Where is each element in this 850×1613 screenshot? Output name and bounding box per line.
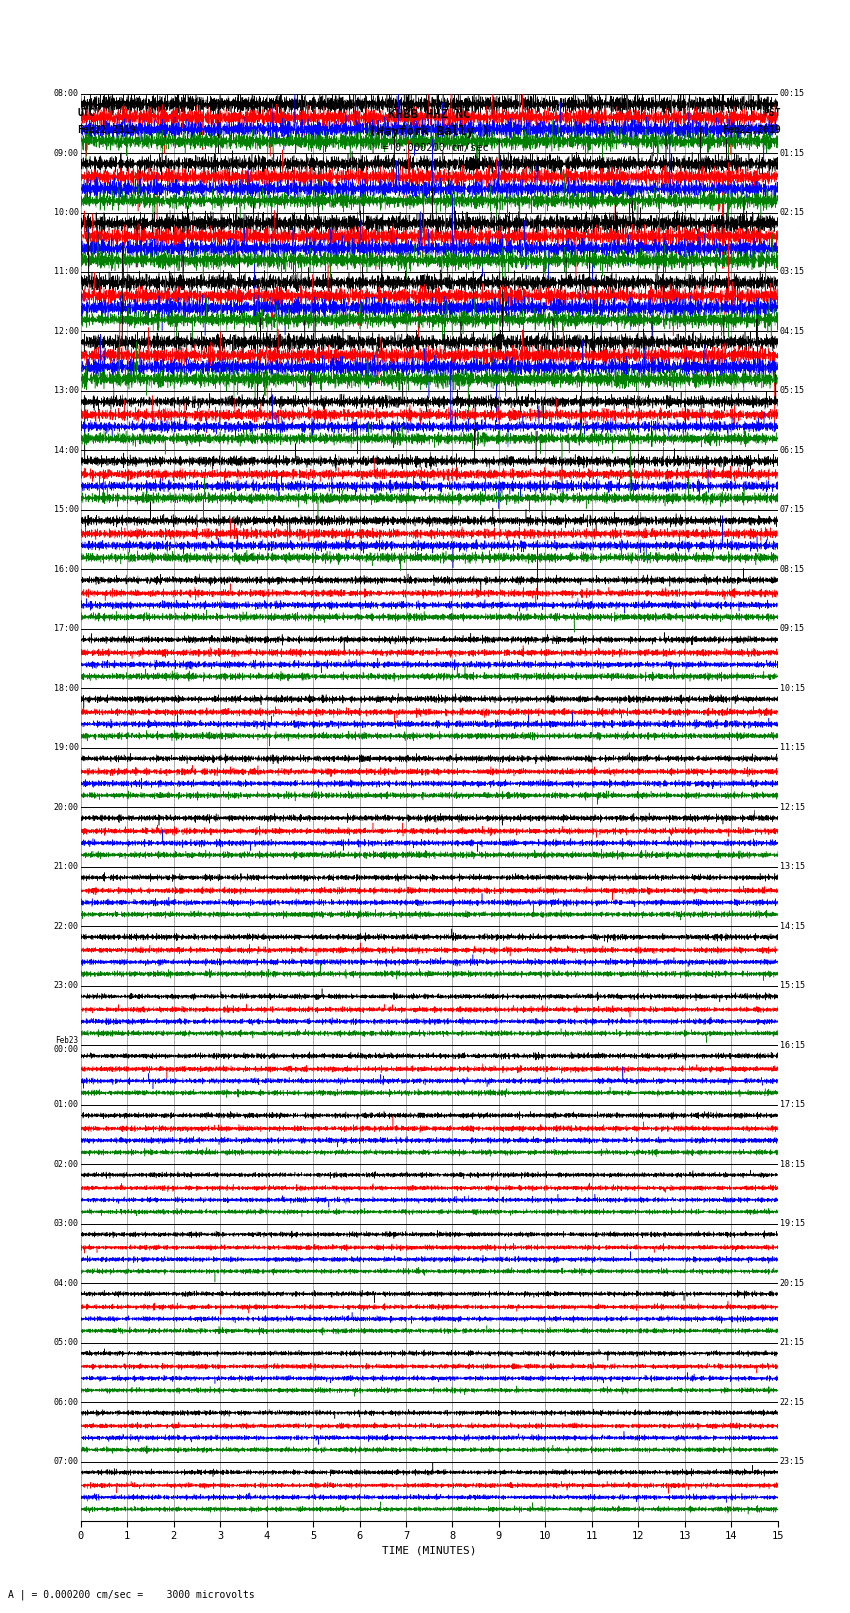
Text: KHBB HHZ NC: KHBB HHZ NC <box>388 108 471 121</box>
Text: 13:00: 13:00 <box>54 387 79 395</box>
Text: 18:00: 18:00 <box>54 684 79 694</box>
Text: 07:00: 07:00 <box>54 1457 79 1466</box>
Text: 01:15: 01:15 <box>779 148 805 158</box>
Text: 17:15: 17:15 <box>779 1100 805 1110</box>
Text: 17:00: 17:00 <box>54 624 79 634</box>
Text: 15:00: 15:00 <box>54 505 79 515</box>
Text: 22:00: 22:00 <box>54 921 79 931</box>
Text: (Hayfork Bally ): (Hayfork Bally ) <box>369 124 490 139</box>
Text: 19:15: 19:15 <box>779 1219 805 1227</box>
Text: 07:15: 07:15 <box>779 505 805 515</box>
Text: 05:00: 05:00 <box>54 1339 79 1347</box>
Text: 15:15: 15:15 <box>779 981 805 990</box>
Text: Feb23: Feb23 <box>55 1036 79 1045</box>
Text: 11:15: 11:15 <box>779 744 805 752</box>
Text: 23:00: 23:00 <box>54 981 79 990</box>
Text: 02:15: 02:15 <box>779 208 805 218</box>
Text: 16:00: 16:00 <box>54 565 79 574</box>
Text: 05:15: 05:15 <box>779 387 805 395</box>
Text: 13:15: 13:15 <box>779 863 805 871</box>
Text: 02:00: 02:00 <box>54 1160 79 1169</box>
Text: 21:00: 21:00 <box>54 863 79 871</box>
Text: 12:15: 12:15 <box>779 803 805 811</box>
Text: 22:15: 22:15 <box>779 1397 805 1407</box>
Text: 10:00: 10:00 <box>54 208 79 218</box>
Text: 21:15: 21:15 <box>779 1339 805 1347</box>
Text: Feb22,2019: Feb22,2019 <box>722 124 781 135</box>
Text: 08:15: 08:15 <box>779 565 805 574</box>
Text: 18:15: 18:15 <box>779 1160 805 1169</box>
Text: 16:15: 16:15 <box>779 1040 805 1050</box>
Text: 04:00: 04:00 <box>54 1279 79 1287</box>
Text: 14:00: 14:00 <box>54 445 79 455</box>
Text: Feb22,2019: Feb22,2019 <box>77 124 136 135</box>
Text: 06:00: 06:00 <box>54 1397 79 1407</box>
Text: 03:15: 03:15 <box>779 268 805 276</box>
Text: 06:15: 06:15 <box>779 445 805 455</box>
Text: 14:15: 14:15 <box>779 921 805 931</box>
Text: | = 0.000200 cm/sec: | = 0.000200 cm/sec <box>370 142 489 153</box>
Text: 19:00: 19:00 <box>54 744 79 752</box>
Text: 20:15: 20:15 <box>779 1279 805 1287</box>
Text: PST: PST <box>763 108 781 118</box>
Text: 12:00: 12:00 <box>54 327 79 336</box>
Text: 08:00: 08:00 <box>54 89 79 98</box>
Text: 00:15: 00:15 <box>779 89 805 98</box>
Text: 04:15: 04:15 <box>779 327 805 336</box>
Text: 01:00: 01:00 <box>54 1100 79 1110</box>
Text: 09:15: 09:15 <box>779 624 805 634</box>
Text: 10:15: 10:15 <box>779 684 805 694</box>
X-axis label: TIME (MINUTES): TIME (MINUTES) <box>382 1545 477 1555</box>
Text: 11:00: 11:00 <box>54 268 79 276</box>
Text: A | = 0.000200 cm/sec =    3000 microvolts: A | = 0.000200 cm/sec = 3000 microvolts <box>8 1589 255 1600</box>
Text: 20:00: 20:00 <box>54 803 79 811</box>
Text: 23:15: 23:15 <box>779 1457 805 1466</box>
Text: 09:00: 09:00 <box>54 148 79 158</box>
Text: 00:00: 00:00 <box>54 1045 79 1055</box>
Text: 03:00: 03:00 <box>54 1219 79 1227</box>
Text: UTC: UTC <box>77 108 95 118</box>
